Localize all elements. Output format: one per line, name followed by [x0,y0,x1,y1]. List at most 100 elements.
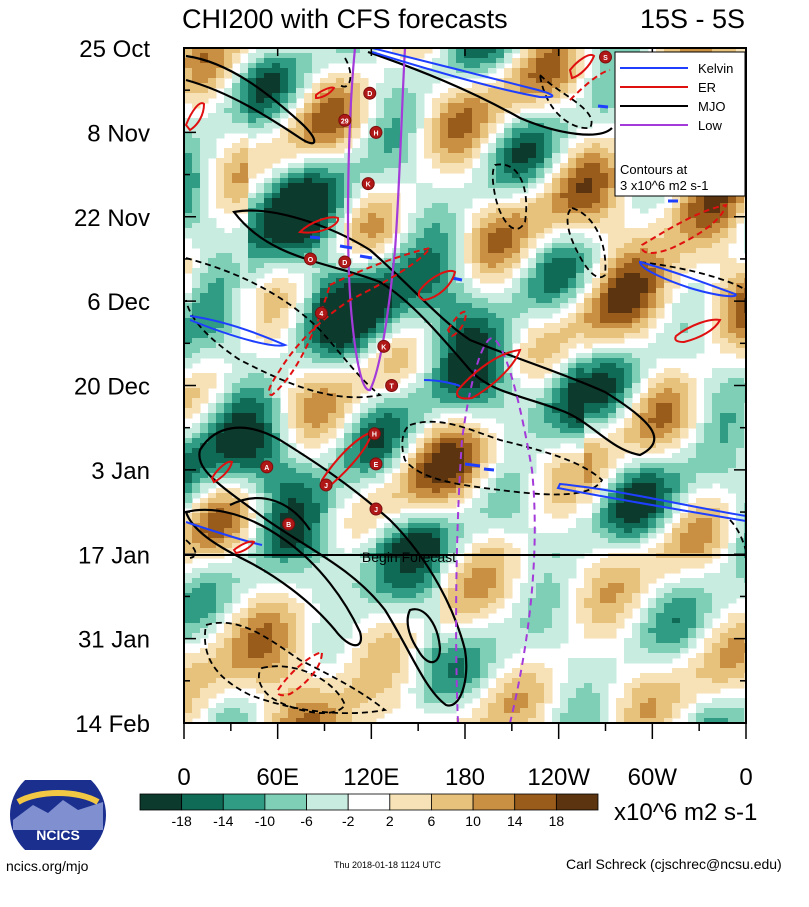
anomaly-cell [264,408,273,414]
anomaly-cell [400,393,409,399]
anomaly-cell [552,278,561,284]
anomaly-cell [432,213,441,219]
anomaly-cell [312,243,321,249]
anomaly-cell [632,323,641,329]
anomaly-cell [256,403,265,409]
anomaly-cell [232,48,241,54]
anomaly-cell [352,53,361,59]
anomaly-cell [264,113,273,119]
anomaly-cell [272,433,281,439]
anomaly-cell [288,188,297,194]
anomaly-cell [424,408,433,414]
anomaly-cell [408,428,417,434]
anomaly-cell [312,58,321,64]
anomaly-cell [464,343,473,349]
anomaly-cell [552,348,561,354]
anomaly-cell [288,128,297,134]
anomaly-cell [224,238,233,244]
anomaly-cell [496,183,505,189]
anomaly-cell [704,198,713,204]
anomaly-cell [624,248,633,254]
anomaly-cell [560,143,569,149]
anomaly-cell [720,228,729,234]
anomaly-cell [320,53,329,59]
anomaly-cell [632,333,641,339]
anomaly-cell [216,48,225,54]
anomaly-cell [256,423,265,429]
anomaly-cell [536,353,545,359]
anomaly-cell [280,413,289,419]
anomaly-cell [400,348,409,354]
anomaly-cell [240,248,249,254]
anomaly-cell [544,413,553,419]
anomaly-cell [456,193,465,199]
anomaly-cell [544,213,553,219]
anomaly-cell [536,233,545,239]
anomaly-cell [240,203,249,209]
anomaly-cell [560,343,569,349]
anomaly-cell [568,248,577,254]
anomaly-cell [520,398,529,404]
anomaly-cell [568,263,577,269]
anomaly-cell [528,458,537,464]
anomaly-cell [520,288,529,294]
anomaly-cell [416,383,425,389]
anomaly-cell [416,243,425,249]
anomaly-cell [736,48,745,54]
anomaly-cell [192,53,201,59]
anomaly-cell [288,458,297,464]
anomaly-cell [544,333,553,339]
anomaly-cell [280,178,289,184]
anomaly-cell [600,263,609,269]
anomaly-cell [656,278,665,284]
anomaly-cell [384,458,393,464]
anomaly-cell [496,163,505,169]
anomaly-cell [640,198,649,204]
anomaly-cell [200,458,209,464]
anomaly-cell [368,138,377,144]
anomaly-cell [512,133,521,139]
anomaly-cell [200,263,209,269]
anomaly-cell [344,133,353,139]
anomaly-cell [368,58,377,64]
anomaly-cell [456,133,465,139]
anomaly-cell [576,168,585,174]
anomaly-cell [592,378,601,384]
anomaly-cell [488,103,497,109]
anomaly-cell [576,313,585,319]
anomaly-cell [512,213,521,219]
anomaly-cell [552,413,561,419]
anomaly-cell [280,73,289,79]
anomaly-cell [544,223,553,229]
anomaly-cell [648,358,657,364]
anomaly-cell [528,178,537,184]
anomaly-cell [208,353,217,359]
anomaly-cell [248,403,257,409]
anomaly-cell [440,253,449,259]
anomaly-cell [616,353,625,359]
anomaly-cell [392,368,401,374]
anomaly-cell [360,113,369,119]
anomaly-cell [456,98,465,104]
anomaly-cell [592,338,601,344]
anomaly-cell [688,393,697,399]
anomaly-cell [328,103,337,109]
anomaly-cell [528,183,537,189]
anomaly-cell [504,213,513,219]
anomaly-cell [224,48,233,54]
anomaly-cell [344,108,353,114]
anomaly-cell [272,318,281,324]
anomaly-cell [376,268,385,274]
anomaly-cell [312,183,321,189]
anomaly-cell [440,303,449,309]
anomaly-cell [392,283,401,289]
anomaly-cell [200,118,209,124]
anomaly-cell [464,113,473,119]
anomaly-cell [504,438,513,444]
anomaly-cell [416,448,425,454]
anomaly-cell [576,193,585,199]
anomaly-cell [256,143,265,149]
anomaly-cell [616,403,625,409]
anomaly-cell [568,78,577,84]
anomaly-cell [304,58,313,64]
